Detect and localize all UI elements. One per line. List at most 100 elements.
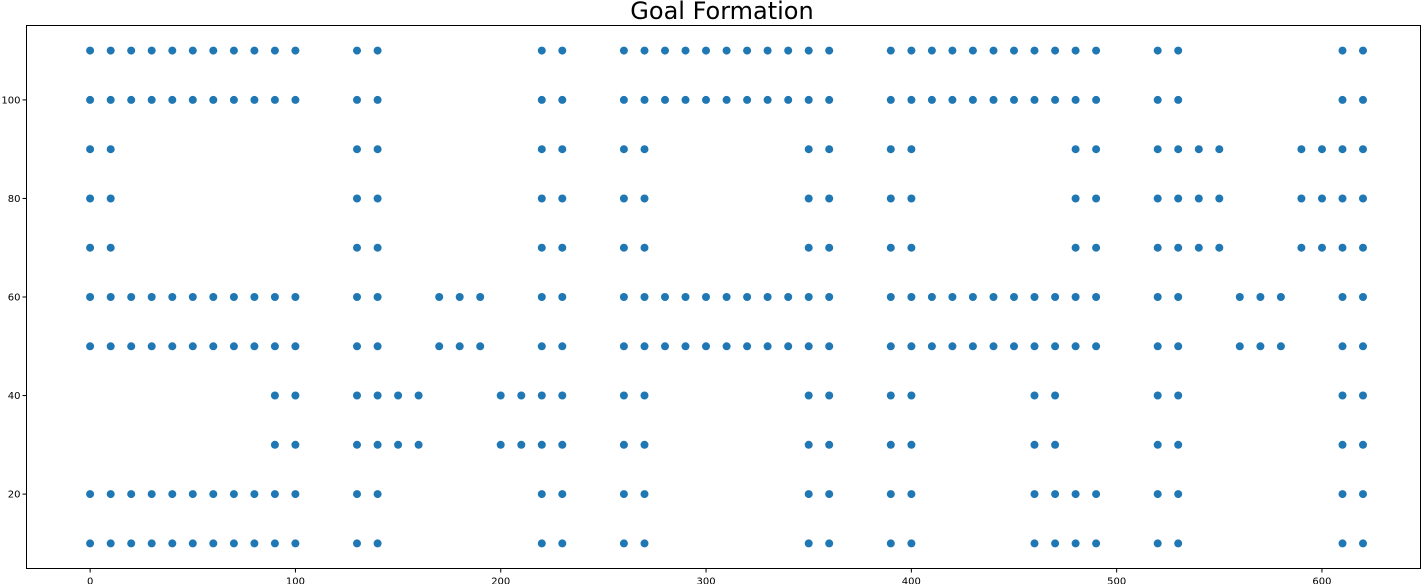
data-point xyxy=(1338,539,1347,548)
data-point xyxy=(886,342,895,351)
data-point xyxy=(1338,342,1347,351)
data-point xyxy=(229,342,238,351)
data-point xyxy=(681,293,690,301)
data-point xyxy=(702,342,710,351)
data-point xyxy=(804,95,813,104)
data-point xyxy=(1153,490,1162,499)
data-point xyxy=(1338,243,1347,252)
data-point xyxy=(86,243,95,252)
data-point xyxy=(250,539,259,548)
data-point xyxy=(558,145,567,154)
data-point xyxy=(229,46,238,55)
data-point xyxy=(763,46,772,55)
data-point xyxy=(373,293,382,301)
data-point xyxy=(1318,194,1326,203)
data-point xyxy=(702,46,710,55)
data-point xyxy=(804,243,813,252)
data-point xyxy=(640,46,649,55)
data-point xyxy=(886,95,895,104)
data-point xyxy=(1174,243,1183,252)
data-point xyxy=(1235,293,1244,301)
data-point xyxy=(270,293,279,301)
data-point xyxy=(825,539,834,548)
data-point xyxy=(784,342,793,351)
data-point xyxy=(825,293,834,301)
data-point xyxy=(1030,95,1039,104)
data-point xyxy=(209,293,218,301)
data-point xyxy=(1153,440,1162,449)
data-point xyxy=(968,46,977,55)
data-point xyxy=(558,539,567,548)
data-point xyxy=(640,194,649,203)
data-point xyxy=(1359,194,1367,203)
data-point xyxy=(1174,46,1183,55)
data-point xyxy=(886,440,895,449)
data-point xyxy=(558,243,567,252)
data-point xyxy=(989,342,998,351)
data-point xyxy=(989,95,998,104)
data-point xyxy=(106,490,115,499)
data-point xyxy=(188,95,197,104)
data-point xyxy=(229,95,238,104)
data-point xyxy=(907,95,916,104)
data-point xyxy=(270,95,279,104)
data-point xyxy=(702,95,710,104)
data-point xyxy=(722,293,731,301)
data-point xyxy=(168,490,177,499)
data-point xyxy=(168,342,177,351)
data-point xyxy=(968,95,977,104)
y-tick-label: 80 xyxy=(8,194,21,205)
data-point xyxy=(270,391,279,400)
data-point xyxy=(455,342,464,351)
y-tick-label: 40 xyxy=(8,391,21,402)
data-point xyxy=(106,95,115,104)
data-point xyxy=(1318,145,1326,154)
data-point xyxy=(1153,46,1162,55)
data-point xyxy=(1153,145,1162,154)
data-point xyxy=(1338,194,1347,203)
data-point xyxy=(537,539,546,548)
data-point xyxy=(681,342,690,351)
data-point xyxy=(804,391,813,400)
data-point xyxy=(661,95,669,104)
data-point xyxy=(106,342,115,351)
data-point xyxy=(353,243,361,252)
data-point xyxy=(1174,145,1183,154)
data-point xyxy=(353,293,361,301)
data-point xyxy=(1071,293,1080,301)
data-point xyxy=(722,342,731,351)
data-point xyxy=(1071,46,1080,55)
data-point xyxy=(927,95,936,104)
data-point xyxy=(373,342,382,351)
data-point xyxy=(1194,194,1203,203)
x-tick-label: 400 xyxy=(902,577,921,584)
data-point xyxy=(640,243,649,252)
data-point xyxy=(86,46,95,55)
data-point xyxy=(886,391,895,400)
data-point xyxy=(86,539,95,548)
data-point xyxy=(1338,391,1347,400)
data-point xyxy=(886,46,895,55)
data-point xyxy=(373,145,382,154)
data-point xyxy=(1194,145,1203,154)
data-point xyxy=(558,342,567,351)
data-point xyxy=(907,342,916,351)
data-point xyxy=(1318,243,1326,252)
data-point xyxy=(537,440,546,449)
data-point xyxy=(1338,490,1347,499)
x-tick-label: 300 xyxy=(697,577,716,584)
y-tick-label: 20 xyxy=(8,490,21,501)
data-point xyxy=(517,391,526,400)
data-point xyxy=(640,342,649,351)
data-point xyxy=(619,539,628,548)
data-point xyxy=(1092,46,1101,55)
x-tick-label: 600 xyxy=(1312,577,1331,584)
x-tick-label: 500 xyxy=(1107,577,1126,584)
data-point xyxy=(168,293,177,301)
data-point xyxy=(1071,194,1080,203)
data-point xyxy=(886,243,895,252)
data-point xyxy=(476,293,485,301)
data-point xyxy=(743,46,752,55)
data-point xyxy=(229,490,238,499)
data-point xyxy=(353,95,361,104)
